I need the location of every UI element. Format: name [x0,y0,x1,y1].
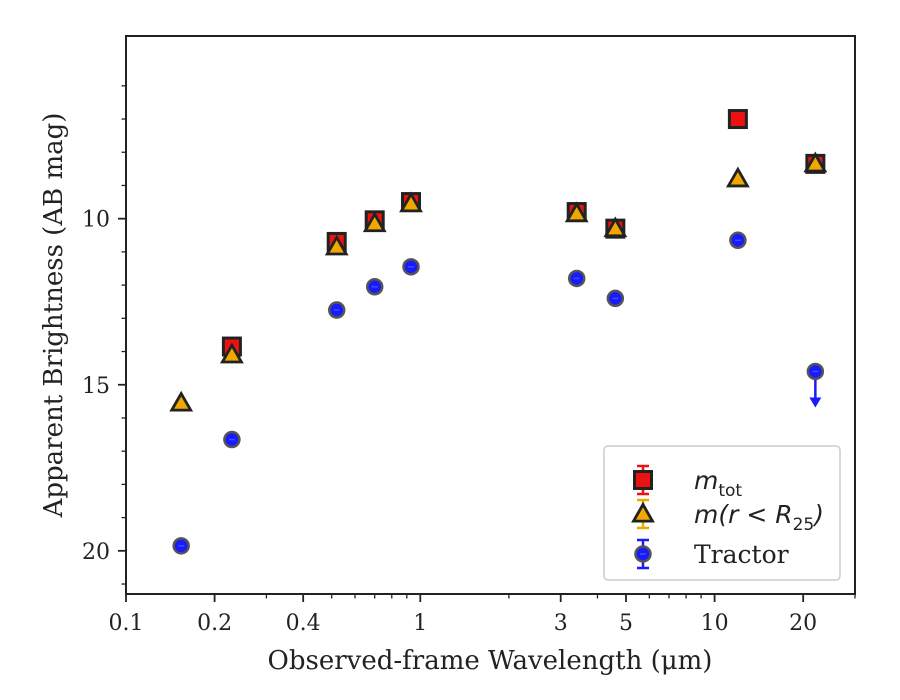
triangle-marker [603,216,628,238]
data-point-square [727,109,748,130]
legend-label-main: m(r < R [694,500,793,529]
triangle-marker [362,211,387,233]
data-point-circle [606,289,625,308]
x-tick-label: 1 [413,611,427,636]
triangle-marker [631,501,655,523]
y-axis: 10 15 20 [82,85,126,585]
legend-label: m(r < R25) [694,500,824,535]
upper-limit-arrow-head [809,397,822,408]
data-point-triangle [324,234,349,256]
legend-label-main: m [694,466,718,495]
legend-label: mtot [694,466,742,501]
data-point-circle [634,545,652,563]
x-tick-label: 5 [619,611,633,636]
triangle-marker [725,166,750,188]
data-point-triangle [564,201,589,223]
data-point-triangle [803,151,828,173]
triangle-marker [399,191,423,213]
legend-label-end: ) [812,500,824,529]
data-point-circle [402,258,420,276]
legend-entry: m(r < R25) [631,498,824,535]
x-tick-label: 0.4 [286,611,321,636]
data-point-triangle [725,166,750,188]
data-point-triangle [219,342,244,364]
x-tick-label: 10 [701,611,729,636]
plot-marks [169,109,828,555]
triangle-marker [803,151,828,173]
legend-label-sub: tot [718,481,742,501]
y-tick-label: 15 [82,374,110,399]
x-tick-label: 0.1 [109,611,144,636]
data-point-circle [806,362,825,381]
data-point-circle [223,430,241,449]
legend-entry: Tractor [634,538,789,570]
data-point-triangle [362,211,387,233]
triangle-marker [324,234,349,256]
data-point-circle [729,231,747,250]
y-tick-label: 10 [82,208,110,233]
legend-box [603,445,841,581]
data-point-circle [365,278,384,296]
x-axis-title: Observed-frame Wavelength (μm) [268,646,713,676]
triangle-marker [169,390,194,412]
data-point-triangle [631,501,655,523]
x-axis: 0.1 0.2 0.4 1 3 5 10 20 [109,594,856,636]
data-point-circle [172,537,190,555]
x-tick-label: 0.2 [197,611,232,636]
legend-label-sub: 25 [793,515,815,535]
data-point-square [633,470,653,490]
y-tick-label: 20 [82,540,110,565]
triangle-marker [564,201,589,223]
legend-label: Tractor [694,540,789,569]
x-tick-label: 3 [554,611,568,636]
data-point-triangle [603,216,628,238]
x-tick-label: 20 [789,611,817,636]
data-point-triangle [169,390,194,412]
data-point-triangle [399,191,423,213]
data-point-circle [567,269,586,288]
y-axis-title: Apparent Brightness (AB mag) [39,113,69,519]
legend-entry: mtot [633,464,742,501]
data-point-circle [327,301,346,319]
triangle-marker [219,342,244,364]
plot-frame [125,35,856,595]
